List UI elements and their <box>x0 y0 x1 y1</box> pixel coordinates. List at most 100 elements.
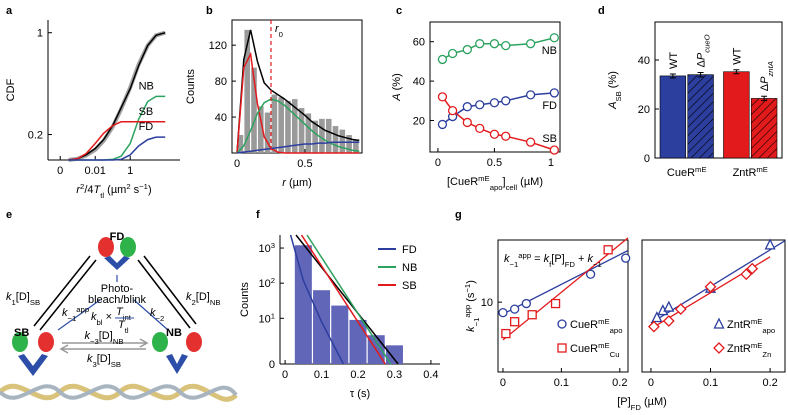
text-part: k <box>62 307 68 319</box>
marker <box>462 117 472 128</box>
histogram-bar <box>278 97 284 153</box>
marker <box>489 129 500 139</box>
reference-label: r0 <box>275 23 283 39</box>
line <box>300 234 386 365</box>
rate-label: k1[D]SB <box>6 291 40 307</box>
marker <box>525 39 536 49</box>
text-part: apo <box>762 326 775 335</box>
x-tick-label: 1 <box>127 165 133 177</box>
x-axis-label: [CueRmEapo]cell (µM) <box>447 174 543 192</box>
x-tick-label: 0.5 <box>297 158 312 170</box>
marker <box>764 238 776 250</box>
text-part: (s <box>465 292 477 305</box>
histogram-bar <box>319 118 325 153</box>
text-part: mE <box>751 341 763 350</box>
text-part: k <box>87 353 93 365</box>
text-part: app <box>518 251 531 260</box>
marker <box>549 88 559 98</box>
dna <box>0 384 238 400</box>
histogram-bar <box>305 113 312 153</box>
marker <box>489 39 500 49</box>
text-part: −1 <box>463 284 472 293</box>
x-tick-label: 0 <box>648 377 654 389</box>
text-part: k <box>186 291 192 303</box>
text-part: SB <box>30 298 40 307</box>
fluorophore <box>12 332 28 352</box>
x-tick-label: CueRmE <box>667 165 707 180</box>
marker <box>525 90 536 100</box>
text-part: FD <box>631 403 642 412</box>
y-axis-label: CDF <box>5 78 17 101</box>
text-part: 1 <box>12 298 16 307</box>
error-bar <box>669 73 676 79</box>
histogram-bar <box>349 319 367 364</box>
text-part: app <box>76 305 89 314</box>
text-part: 1 <box>271 311 275 320</box>
histogram-bar <box>346 135 352 153</box>
marker <box>510 317 520 327</box>
histogram-bar <box>313 290 331 364</box>
arrow <box>57 275 169 331</box>
text-part: mE <box>598 317 610 326</box>
process-label: Photo- <box>101 283 134 295</box>
text-part: k <box>465 326 477 332</box>
marker <box>501 96 511 106</box>
panel-label: c <box>396 5 402 17</box>
legend-marker <box>557 343 567 353</box>
histogram-bar <box>291 99 298 153</box>
text-part: (µm) <box>286 177 312 189</box>
y-tick-label: 20 <box>413 115 425 127</box>
y-tick-label: 102 <box>258 276 275 291</box>
legend-label: CueRmECu <box>570 341 619 359</box>
text-part: Cu <box>610 350 620 359</box>
marker <box>662 315 675 327</box>
y-tick-label: 60 <box>413 37 425 49</box>
text-part: SB <box>614 91 623 101</box>
text-part: cell <box>506 183 518 192</box>
bar <box>750 98 778 159</box>
line <box>68 136 166 161</box>
fluorophore <box>38 332 54 352</box>
marker <box>525 137 536 147</box>
line <box>236 141 360 154</box>
text-part: r <box>76 184 81 196</box>
text-part: r <box>275 23 280 35</box>
text-part: int <box>123 313 132 322</box>
protein <box>166 354 188 374</box>
error-bar <box>733 69 740 75</box>
text-part: −1 <box>593 260 602 269</box>
fluorophore <box>98 237 114 257</box>
x-axis-label: τ (s) <box>350 388 370 400</box>
marker <box>740 268 753 281</box>
x-tick-label: 0 <box>500 377 506 389</box>
text-part: [D] <box>99 330 113 342</box>
text-part: × <box>103 311 112 323</box>
diagram-shapes <box>0 237 238 402</box>
y-tick-label: 80 <box>215 76 227 88</box>
x-tick-label: 0.4 <box>423 369 438 381</box>
marker <box>501 40 511 51</box>
text-part: Δ <box>759 83 771 91</box>
y-axis-label: k−1app (s−1) <box>463 280 481 332</box>
y-tick-label: 40 <box>413 76 425 88</box>
line <box>442 37 555 61</box>
text-part: ) <box>465 280 477 284</box>
y-tick-label: 103 <box>258 241 275 256</box>
x-axis-label: r (µm) <box>282 177 312 189</box>
text-part: k <box>544 253 550 265</box>
text-part: NB <box>210 298 221 307</box>
text-part: SB <box>111 360 121 369</box>
marker <box>621 253 631 263</box>
text-part: 10 <box>258 278 270 290</box>
x-tick-label: 0.01 <box>85 165 106 177</box>
text-part: 2 <box>192 298 196 307</box>
x-axis-label: [P]FD (µM) <box>617 396 667 412</box>
text-part: FD <box>565 260 576 269</box>
line <box>295 234 399 365</box>
marker <box>746 262 759 275</box>
bar-label: ΔPzntA <box>759 61 775 91</box>
marker <box>501 328 511 339</box>
text-part: A <box>391 93 403 101</box>
panel-label: e <box>6 209 12 221</box>
line <box>68 31 166 161</box>
